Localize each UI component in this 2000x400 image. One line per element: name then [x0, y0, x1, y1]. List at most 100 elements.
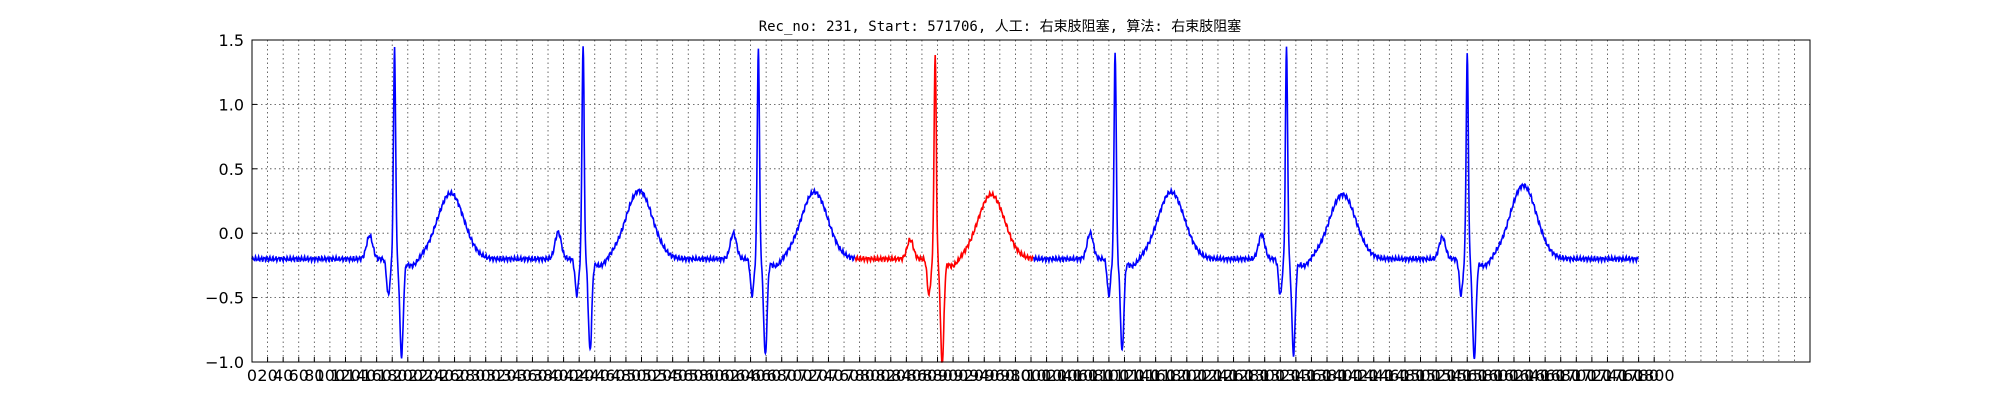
y-tick-label: −0.5	[205, 289, 244, 308]
x-tick-label: 540	[657, 366, 688, 385]
x-tick-label: 640	[735, 366, 766, 385]
ecg-segment	[1032, 46, 1639, 360]
x-tick-label: 700	[782, 366, 813, 385]
x-tick-label: 1040	[1042, 366, 1083, 385]
x-tick-label: 20	[257, 366, 277, 385]
y-axis-ticks: 1.5 1.0 0.5 0.0 −0.5 −1.0	[205, 31, 257, 372]
x-tick-label: 140	[346, 366, 377, 385]
x-tick-label: 400	[548, 366, 579, 385]
x-tick-label: 1480	[1385, 366, 1426, 385]
x-tick-label: 820	[876, 366, 907, 385]
x-tick-label: 40	[273, 366, 293, 385]
x-tick-label: 80	[304, 366, 324, 385]
y-tick-label: 1.5	[219, 31, 244, 50]
x-tick-label: 580	[689, 366, 720, 385]
x-tick-label: 1120	[1104, 366, 1145, 385]
chart-title: Rec_no: 231, Start: 571706, 人工: 右束肢阻塞, 算…	[758, 19, 1242, 35]
x-tick-label: 1600	[1478, 366, 1519, 385]
x-tick-label: 920	[953, 366, 984, 385]
x-tick-label: 180	[377, 366, 408, 385]
x-tick-label: 1080	[1073, 366, 1114, 385]
x-tick-label: 1400	[1322, 366, 1363, 385]
x-tick-label: 1780	[1618, 366, 1659, 385]
x-tick-label: 1580	[1462, 366, 1503, 385]
x-tick-label: 560	[673, 366, 704, 385]
x-tick-label: 500	[626, 366, 657, 385]
x-tick-label: 960	[985, 366, 1016, 385]
x-tick-label: 620	[720, 366, 751, 385]
plot-frame	[251, 39, 1811, 363]
x-tick-label: 300	[470, 366, 501, 385]
x-tick-label: 160	[361, 366, 392, 385]
grid-lines	[251, 39, 1811, 363]
x-tick-label: 1420	[1338, 366, 1379, 385]
x-tick-label: 1440	[1353, 366, 1394, 385]
x-tick-label: 340	[502, 366, 533, 385]
x-tick-label: 1560	[1447, 366, 1488, 385]
y-tick-label: −1.0	[205, 353, 244, 372]
x-tick-label: 1180	[1151, 366, 1192, 385]
x-tick-label: 520	[642, 366, 673, 385]
ecg-segment-highlight	[854, 54, 1034, 363]
x-tick-label: 100	[315, 366, 346, 385]
x-tick-label: 780	[844, 366, 875, 385]
x-tick-label: 120	[330, 366, 361, 385]
x-tick-label: 720	[798, 366, 829, 385]
x-tick-label: 1660	[1525, 366, 1566, 385]
x-tick-label: 680	[766, 366, 797, 385]
x-tick-label: 1680	[1540, 366, 1581, 385]
x-tick-label: 1300	[1244, 366, 1285, 385]
x-tick-label: 760	[829, 366, 860, 385]
x-tick-label: 60	[289, 366, 309, 385]
x-tick-label: 840	[891, 366, 922, 385]
x-tick-label: 1140	[1120, 366, 1161, 385]
x-tick-label: 940	[969, 366, 1000, 385]
x-tick-label: 1740	[1587, 366, 1628, 385]
x-tick-label: 1240	[1198, 366, 1239, 385]
x-tick-label: 1720	[1572, 366, 1613, 385]
x-tick-label: 1220	[1182, 366, 1223, 385]
x-tick-label: 1000	[1011, 366, 1052, 385]
x-tick-label: 1500	[1400, 366, 1441, 385]
x-tick-label: 1540	[1431, 366, 1472, 385]
x-tick-label: 1760	[1603, 366, 1644, 385]
x-tick-label: 1280	[1229, 366, 1270, 385]
x-tick-label: 0	[247, 366, 257, 385]
ecg-segment	[251, 46, 856, 359]
x-tick-label: 320	[486, 366, 517, 385]
x-tick-label: 800	[860, 366, 891, 385]
x-tick-label: 1160	[1135, 366, 1176, 385]
x-tick-label: 280	[455, 366, 486, 385]
x-tick-label: 440	[579, 366, 610, 385]
x-tick-label: 900	[938, 366, 969, 385]
x-tick-label: 360	[517, 366, 548, 385]
x-tick-label: 1620	[1494, 366, 1535, 385]
x-tick-label: 200	[393, 366, 424, 385]
x-tick-label: 480	[611, 366, 642, 385]
x-tick-label: 380	[533, 366, 564, 385]
x-tick-label: 660	[751, 366, 782, 385]
x-axis-ticks: 0 204060801001201401601802002202402602803…	[247, 357, 1675, 385]
y-tick-label: 1.0	[219, 95, 244, 114]
x-tick-label: 1320	[1260, 366, 1301, 385]
x-tick-label: 1200	[1166, 366, 1207, 385]
x-tick-label: 1340	[1276, 366, 1317, 385]
x-tick-label: 980	[1000, 366, 1031, 385]
x-tick-label: 220	[408, 366, 439, 385]
x-tick-label: 1640	[1509, 366, 1550, 385]
ecg-signal	[251, 46, 1639, 363]
x-tick-label: 460	[595, 366, 626, 385]
x-tick-label: 1520	[1416, 366, 1457, 385]
x-tick-label: 240	[424, 366, 455, 385]
x-tick-label: 1260	[1213, 366, 1254, 385]
x-tick-label: 600	[704, 366, 735, 385]
x-tick-label: 1020	[1026, 366, 1067, 385]
y-tick-label: 0.0	[219, 224, 244, 243]
x-tick-label: 1100	[1089, 366, 1130, 385]
x-tick-label: 1700	[1556, 366, 1597, 385]
x-tick-label: 860	[907, 366, 938, 385]
x-tick-label: 1800	[1634, 366, 1675, 385]
x-tick-label: 1380	[1307, 366, 1348, 385]
x-tick-label: 260	[439, 366, 470, 385]
